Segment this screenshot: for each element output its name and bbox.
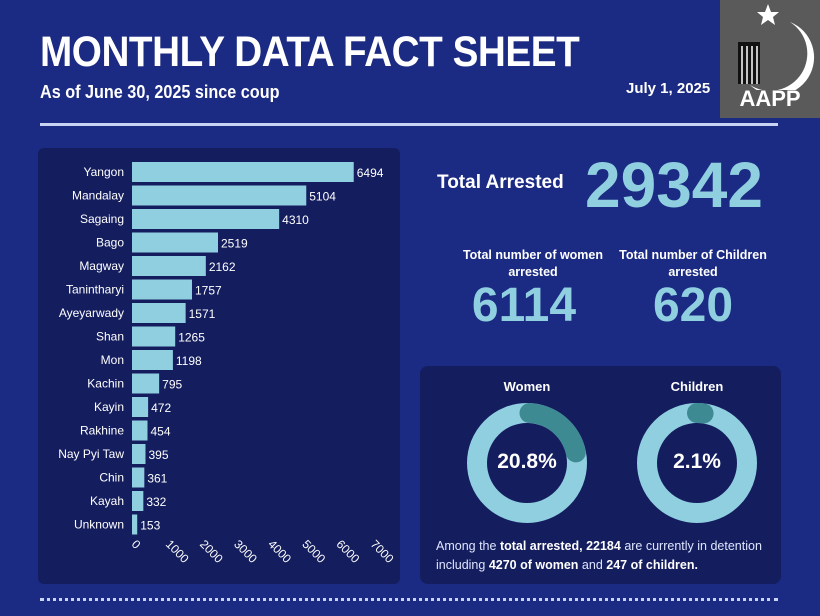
bar (132, 444, 146, 464)
bar-value-label: 6494 (357, 166, 384, 180)
bar-category-label: Kachin (87, 377, 124, 391)
x-tick-label: 3000 (231, 537, 260, 566)
bar-value-label: 4310 (282, 213, 309, 227)
bar-category-label: Chin (99, 471, 124, 485)
bar (132, 514, 138, 535)
bar (132, 162, 354, 182)
bar-value-label: 1757 (195, 284, 222, 298)
page-title: MONTHLY DATA FACT SHEET (40, 28, 580, 76)
children-arrested-value: 620 (652, 279, 734, 332)
bar (132, 397, 149, 417)
bar-value-label: 1265 (178, 331, 205, 345)
bar-category-label: Kayah (90, 494, 124, 508)
bar-category-label: Ayeyarwady (59, 306, 124, 320)
detention-panel: Women Children 20.8% 2.1% (420, 366, 781, 584)
bar (132, 256, 206, 276)
bar (132, 279, 192, 300)
children-percent: 2.1% (673, 450, 721, 473)
bar-value-label: 472 (151, 401, 171, 415)
bar-category-label: Magway (79, 259, 124, 273)
total-arrested-label: Total Arrested (437, 172, 564, 193)
bar (132, 326, 176, 347)
bar-value-label: 2519 (221, 237, 248, 251)
bar (132, 185, 307, 206)
note-text: are currently in detention including (436, 539, 762, 572)
x-tick-label: 2000 (197, 537, 226, 566)
note-women: 4270 of women (488, 558, 579, 572)
children-donut-label: Children (670, 379, 724, 394)
x-tick-label: 4000 (265, 537, 294, 566)
bar-category-label: Mandalay (72, 189, 124, 203)
bar-category-label: Sagaing (80, 212, 124, 226)
bar-value-label: 332 (146, 495, 166, 509)
bar (132, 467, 145, 488)
note-total: total arrested, 22184 (499, 539, 621, 553)
x-tick-label: 6000 (334, 537, 363, 566)
report-date: July 1, 2025 (626, 80, 711, 97)
bar-category-label: Rakhine (80, 424, 124, 438)
page-subtitle: As of June 30, 2025 since coup (40, 82, 280, 102)
note-children: 247 of children. (606, 558, 698, 572)
x-tick-label: 7000 (368, 537, 397, 566)
bar-value-label: 153 (140, 519, 160, 533)
bar-value-label: 454 (151, 425, 171, 439)
divider (40, 123, 778, 126)
logo-icon (738, 4, 815, 96)
region-bar-chart: Yangon 6494 Mandalay 5104 Sagaing 4310 Bago 251… (58, 162, 397, 566)
aapp-logo: AAPP (720, 0, 820, 118)
dotted-divider (40, 598, 778, 601)
bar-category-label: Unknown (74, 518, 124, 532)
detention-note: Among the total arrested, 22184 are curr… (436, 537, 776, 575)
bar-value-label: 1198 (176, 354, 202, 368)
bar-value-label: 5104 (309, 190, 336, 204)
note-text: and (578, 558, 607, 572)
bar (132, 420, 148, 441)
women-arrested-value: 6114 (471, 279, 577, 332)
total-arrested-value: 29342 (585, 149, 763, 221)
bar-category-label: Kayin (94, 400, 124, 414)
bar-value-label: 795 (162, 378, 182, 392)
bar (132, 232, 219, 253)
x-tick-label: 1000 (163, 537, 192, 566)
women-percent: 20.8% (497, 450, 557, 473)
x-tick-label: 5000 (299, 537, 328, 566)
bar (132, 350, 173, 370)
bar (132, 373, 160, 394)
children-arrested-label: Total number of Children arrested (619, 248, 767, 279)
donut-charts (467, 403, 757, 523)
bar (132, 491, 144, 511)
bar-category-label: Nay Pyi Taw (58, 447, 124, 461)
bar (132, 209, 280, 229)
bar-category-label: Mon (101, 353, 124, 367)
region-chart-panel: Yangon 6494 Mandalay 5104 Sagaing 4310 Bago 251… (38, 148, 400, 584)
bar-category-label: Yangon (84, 165, 124, 179)
bar-category-label: Bago (96, 236, 124, 250)
note-text: Among the (436, 539, 500, 553)
women-arrested-label: Total number of women arrested (462, 248, 604, 279)
bar-value-label: 2162 (209, 260, 236, 274)
donut-arc (519, 403, 586, 463)
bar-value-label: 395 (148, 448, 168, 462)
women-donut-label: Women (503, 379, 551, 394)
bar-category-label: Tanintharyi (66, 283, 124, 297)
x-tick-label: 0 (129, 537, 144, 552)
logo-text: AAPP (739, 86, 801, 111)
bar-category-label: Shan (96, 330, 124, 344)
bar-value-label: 1571 (189, 307, 216, 321)
bar (132, 303, 186, 323)
bar-value-label: 361 (147, 472, 167, 486)
